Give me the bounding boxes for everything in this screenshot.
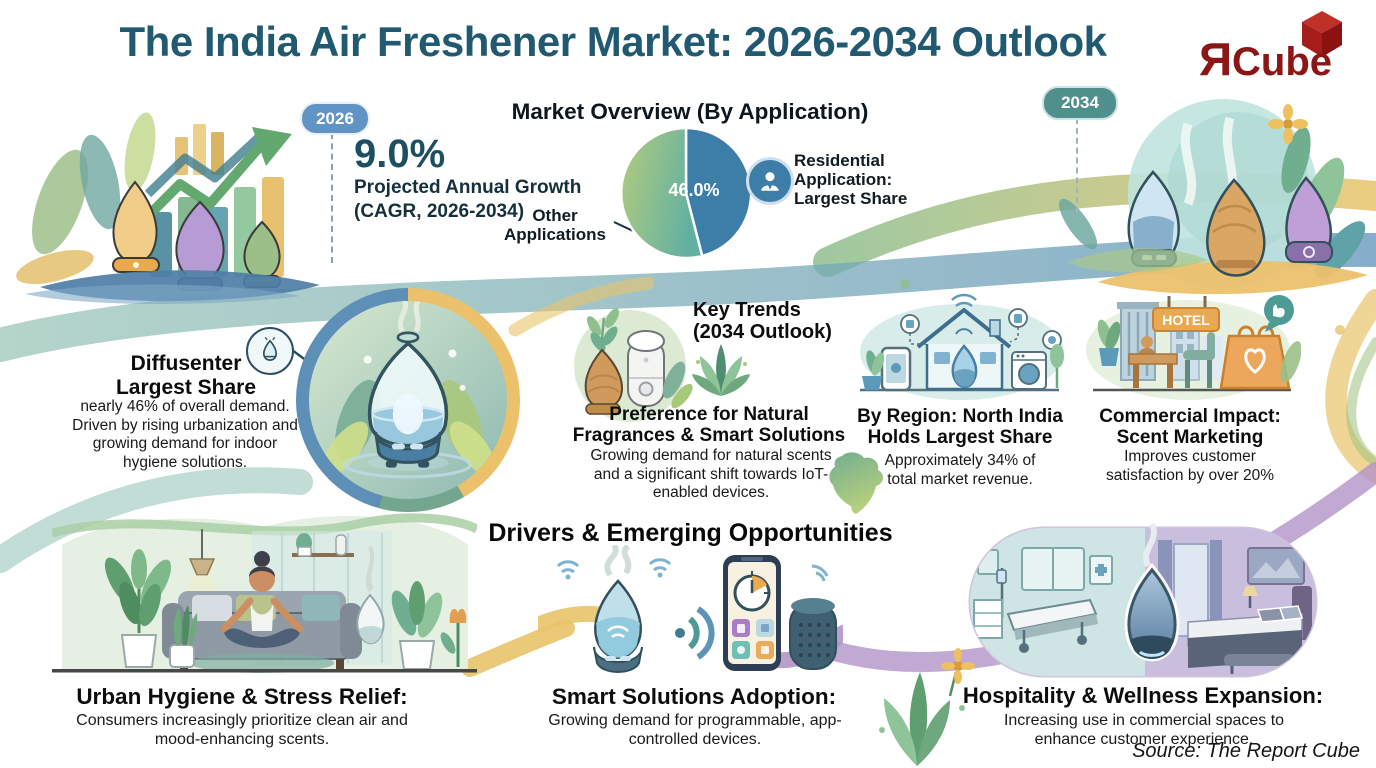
timeline-dash-2034 [1076,118,1078,213]
logo-name: Cube [1232,40,1332,84]
diffuser-section-title: Diffusenter Largest Share [115,352,257,399]
smart-speaker-icon [789,564,837,670]
residential-callout-label: Residential Application: Largest Share [794,151,908,209]
commercial-section-title: Commercial Impact: Scent Marketing [1099,406,1281,449]
india-map-icon [829,452,884,514]
wifi-signal-icon [675,606,715,660]
market-overview-title: Market Overview (By Application) [511,99,869,124]
region-section-body: Approximately 34% of total market revenu… [884,452,1036,488]
source-attribution: Source: The Report Cube [1132,740,1360,762]
snake-plant-icon [169,605,198,668]
pie-slice-other [619,126,704,260]
hospitality-illustration [968,522,1318,678]
logo-prefix: Я [1198,33,1232,85]
cagr-value: 9.0% [354,132,446,176]
wifi-icon [556,560,580,580]
commercial-section-body: Improves customer satisfaction by over 2… [1105,448,1274,484]
driver-hospitality-body: Increasing use in commercial spaces to e… [1003,712,1285,749]
smart-home-illustration [860,293,1064,400]
driver-urban-hygiene-title: Urban Hygiene & Stress Relief: [76,684,408,709]
right-plant-icon [391,581,443,670]
driver-smart-solutions-body: Growing demand for programmable, app-con… [548,712,842,749]
pie-share-label: 46.0% [668,180,720,200]
urban-hygiene-illustration [52,513,477,673]
tall-plant-icon [104,549,172,668]
wifi-icon [648,558,672,578]
hotel-sign-text: HOTEL [1162,312,1210,328]
drivers-heading: Drivers & Emerging Opportunities [488,519,893,547]
smartphone-icon [723,555,781,671]
flower-icon [1268,104,1308,144]
plant-icon [692,344,750,396]
logo-text: ЯCube [1199,36,1332,82]
bedside-lamp-icon [1242,586,1258,608]
key-trends-subtitle: Preference for Natural Fragrances & Smar… [572,404,846,447]
diffuser-section-body: nearly 46% of overall demand. Driven by … [72,398,298,471]
driver-smart-solutions-title: Smart Solutions Adoption: [551,684,837,709]
diffuser-medallion [296,288,520,512]
diffuser-flask-icon [246,327,294,375]
cagr-label: Projected Annual Growth (CAGR, 2026-2034… [354,177,582,222]
cube-icon [1302,11,1342,57]
smart-devices-illustration [538,545,843,673]
report-cube-logo: ЯCube [1199,4,1362,84]
year-badge-2034: 2034 [1042,86,1118,120]
year-badge-2026: 2026 [300,102,370,135]
key-trends-body: Growing demand for natural scents and a … [590,447,832,502]
region-section-title: By Region: North India Holds Largest Sha… [857,406,1063,449]
key-trends-illustration [574,308,693,422]
driver-hospitality-title: Hospitality & Wellness Expansion: [962,683,1324,708]
diffusers-2034-illustration [1058,99,1368,295]
timeline-dash-2026 [331,133,333,263]
page-title: The India Air Freshener Market: 2026-203… [119,18,1107,65]
other-applications-label: Other Applications [503,206,606,245]
driver-urban-hygiene-body: Consumers increasingly prioritize clean … [76,712,408,749]
room-diffuser-icon [356,546,385,645]
residential-person-icon [746,157,794,205]
growth-diffusers-illustration [16,112,320,304]
glass-diffuser-illustration [322,301,496,479]
plant-flower-decoration [879,648,975,766]
key-trends-title: Key Trends (2034 Outlook) [693,299,832,344]
scent-marketing-illustration: HOTEL [1086,295,1301,400]
tulip-icon [440,608,467,667]
